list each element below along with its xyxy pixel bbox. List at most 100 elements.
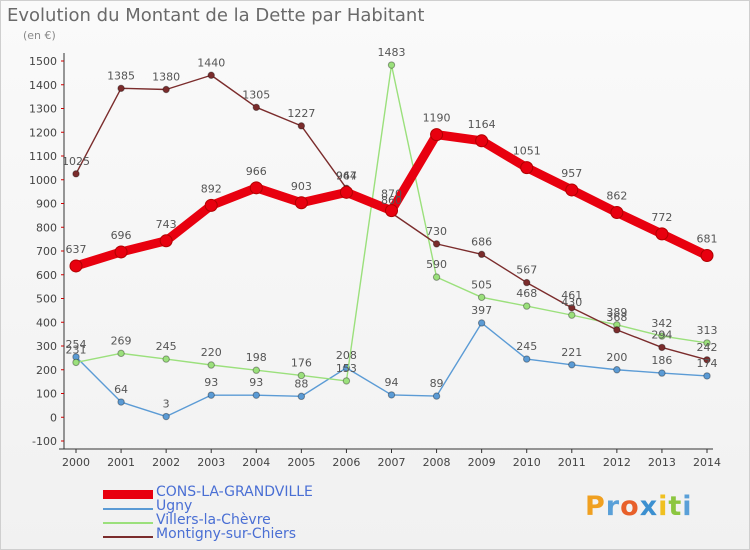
data-label-cons-la-grandville: 1164 (468, 118, 496, 131)
data-label-montigny-sur-chiers: 1385 (107, 69, 135, 82)
data-label-ugny: 208 (336, 349, 357, 362)
data-point-villers-la-chevre (523, 302, 531, 310)
y-tick-label: 400 (36, 316, 57, 329)
legend-label: Ugny (156, 498, 193, 514)
data-point-cons-la-grandville (655, 227, 669, 241)
data-label-villers-la-chevre: 231 (66, 343, 87, 356)
y-tick-label: 1100 (29, 150, 57, 163)
data-label-villers-la-chevre: 430 (561, 296, 582, 309)
data-label-montigny-sur-chiers: 1305 (242, 88, 270, 101)
data-point-montigny-sur-chiers (432, 240, 441, 248)
data-point-cons-la-grandville (69, 259, 83, 273)
data-label-villers-la-chevre: 505 (471, 278, 492, 291)
data-label-villers-la-chevre: 1483 (378, 46, 406, 59)
data-point-montigny-sur-chiers (523, 278, 531, 287)
data-label-ugny: 397 (471, 304, 492, 317)
legend-label: Villers-la-Chèvre (156, 512, 271, 528)
data-point-ugny (613, 366, 621, 374)
y-tick-label: 1000 (29, 174, 57, 187)
y-tick-label: -100 (32, 435, 57, 448)
data-point-cons-la-grandville (339, 185, 353, 199)
brand-letter: r (605, 491, 621, 522)
x-tick-label: 2007 (378, 456, 406, 469)
y-tick-label: 800 (36, 221, 57, 234)
data-label-ugny: 93 (204, 376, 218, 389)
brand-letter: P (585, 491, 606, 522)
y-tick-label: 1500 (29, 55, 57, 68)
y-tick-label: 1300 (29, 103, 57, 116)
data-point-cons-la-grandville (475, 134, 489, 148)
data-point-ugny (568, 361, 576, 369)
legend-label: CONS-LA-GRANDVILLE (156, 484, 313, 500)
data-label-ugny: 254 (66, 338, 87, 351)
data-point-villers-la-chevre (252, 366, 260, 374)
data-label-cons-la-grandville: 681 (697, 233, 718, 246)
y-tick-label: 1200 (29, 126, 57, 139)
series-line-ugny (75, 322, 708, 418)
data-point-montigny-sur-chiers (613, 326, 621, 334)
brand-letter: i (658, 491, 669, 522)
data-point-cons-la-grandville (700, 249, 714, 263)
legend-item-cons-la-grandville: CONS-LA-GRANDVILLE (103, 484, 523, 501)
data-label-ugny: 200 (606, 351, 627, 364)
y-tick-label: 0 (50, 411, 57, 424)
x-tick-label: 2000 (62, 456, 90, 469)
chart-title: Evolution du Montant de la Dette par Hab… (7, 5, 425, 26)
data-label-ugny: 186 (651, 354, 672, 367)
brand-logo: Proxiti (585, 491, 693, 522)
data-label-villers-la-chevre: 342 (651, 317, 672, 330)
brand-letter: o (620, 491, 640, 522)
data-label-ugny: 93 (249, 376, 263, 389)
data-point-cons-la-grandville (520, 161, 534, 175)
data-point-cons-la-grandville (610, 206, 624, 220)
data-label-cons-la-grandville: 772 (651, 211, 672, 224)
data-label-villers-la-chevre: 220 (201, 346, 222, 359)
data-point-villers-la-chevre (297, 371, 306, 380)
data-label-cons-la-grandville: 637 (66, 243, 87, 256)
data-label-villers-la-chevre: 313 (697, 324, 718, 337)
legend-item-ugny: Ugny (103, 498, 523, 515)
data-point-villers-la-chevre (207, 361, 215, 369)
data-label-ugny: 89 (430, 377, 444, 390)
data-point-villers-la-chevre (387, 61, 396, 69)
data-label-montigny-sur-chiers: 964 (336, 169, 357, 182)
data-label-ugny: 88 (294, 377, 308, 390)
data-label-montigny-sur-chiers: 730 (426, 225, 447, 238)
y-tick-label: 900 (36, 198, 57, 211)
data-label-villers-la-chevre: 389 (606, 306, 627, 319)
data-point-cons-la-grandville (204, 198, 218, 212)
data-point-montigny-sur-chiers (72, 170, 80, 178)
data-label-villers-la-chevre: 153 (336, 362, 357, 375)
data-label-montigny-sur-chiers: 368 (606, 311, 627, 324)
data-point-cons-la-grandville (114, 245, 128, 259)
data-label-montigny-sur-chiers: 461 (561, 289, 582, 302)
y-tick-label: 300 (36, 340, 57, 353)
data-label-montigny-sur-chiers: 294 (651, 328, 672, 341)
data-point-ugny (387, 391, 396, 399)
data-label-villers-la-chevre: 468 (516, 287, 537, 300)
x-tick-label: 2009 (468, 456, 496, 469)
data-point-ugny (207, 391, 215, 399)
data-label-montigny-sur-chiers: 860 (381, 194, 402, 207)
x-tick-label: 2006 (332, 456, 360, 469)
data-label-cons-la-grandville: 743 (156, 218, 177, 231)
data-label-montigny-sur-chiers: 1025 (62, 155, 90, 168)
data-label-cons-la-grandville: 1051 (513, 145, 541, 158)
data-label-cons-la-grandville: 957 (561, 167, 582, 180)
data-label-montigny-sur-chiers: 567 (516, 264, 537, 277)
data-point-cons-la-grandville (294, 196, 308, 210)
x-tick-label: 2002 (152, 456, 180, 469)
data-point-villers-la-chevre (568, 311, 576, 319)
x-tick-label: 2008 (423, 456, 451, 469)
data-label-ugny: 174 (697, 357, 718, 370)
data-label-ugny: 245 (516, 340, 537, 353)
legend: CONS-LA-GRANDVILLE Ugny Villers-la-Chèvre M… (103, 484, 523, 543)
data-label-cons-la-grandville: 696 (111, 229, 132, 242)
data-point-montigny-sur-chiers (252, 103, 260, 112)
data-point-cons-la-grandville (565, 183, 579, 197)
x-tick-label: 2010 (513, 456, 541, 469)
data-label-montigny-sur-chiers: 1380 (152, 71, 180, 84)
x-tick-label: 2003 (197, 456, 225, 469)
